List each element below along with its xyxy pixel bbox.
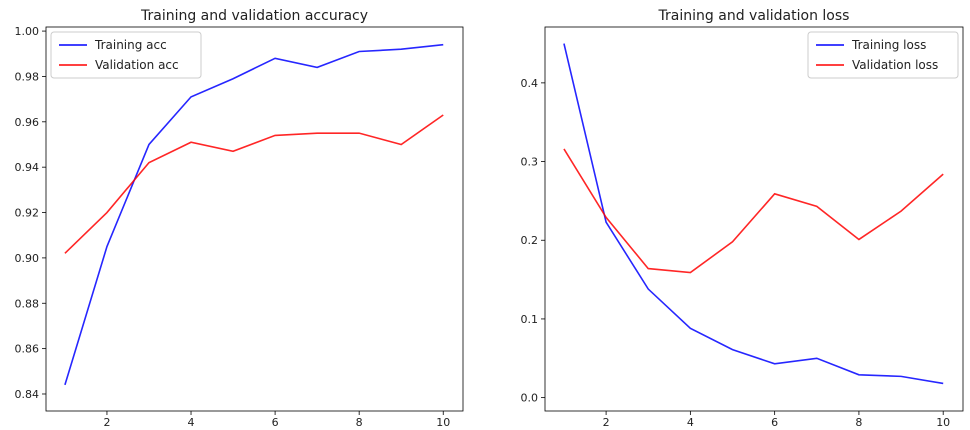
x-tick-label: 8 [855,416,862,426]
legend: Training acc Validation acc [50,31,202,79]
legend: Training loss Validation loss [807,31,959,79]
y-tick-label: 0.98 [15,70,40,83]
series-line-training-loss [563,43,944,385]
legend-label: Training acc [94,38,167,52]
y-tick-label: 0.2 [521,234,539,247]
x-tick-label: 4 [687,416,694,426]
y-tick-label: 0.96 [15,116,40,129]
y-tick-label: 0.3 [521,156,539,169]
subplot-2: Training and validation loss 2 4 6 8 10 0.0 0.1… [521,8,964,429]
plot-frame [544,26,964,412]
series-line-validation-loss [563,148,944,274]
y-tick-label: 0.88 [15,297,40,310]
x-tick-label: 6 [771,416,778,426]
chart-title: Training and validation accuracy [140,8,368,24]
x-tick-label: 10 [436,416,450,426]
chart-title: Training and validation loss [658,8,850,24]
x-tick-label: 10 [936,416,950,426]
subplot-1: Training and validation accuracy 2 4 6 8 10 0.… [15,8,464,429]
legend-box [807,31,959,79]
y-tick-label: 0.86 [15,343,40,356]
x-tick-label: 2 [603,416,610,426]
y-tick-label: 0.0 [521,392,539,405]
x-tick-label: 4 [188,416,195,426]
y-tick-label: 0.92 [15,207,40,220]
plot-frame [45,26,464,412]
y-tick-label: 0.84 [15,388,40,401]
y-tick-label: 0.1 [521,313,539,326]
legend-label: Training loss [851,38,926,52]
legend-label: Validation acc [95,58,179,72]
x-tick-label: 8 [356,416,363,426]
x-tick-label: 6 [272,416,279,426]
legend-label: Validation loss [852,58,938,72]
y-tick-label: 1.00 [15,25,40,38]
y-tick-label: 0.4 [521,77,539,90]
x-tick-label: 2 [103,416,110,426]
series-line-training-acc [64,43,444,386]
series-line-validation-acc [64,114,444,254]
y-tick-label: 0.90 [15,252,40,265]
legend-box [50,31,202,79]
y-tick-label: 0.94 [15,161,40,174]
